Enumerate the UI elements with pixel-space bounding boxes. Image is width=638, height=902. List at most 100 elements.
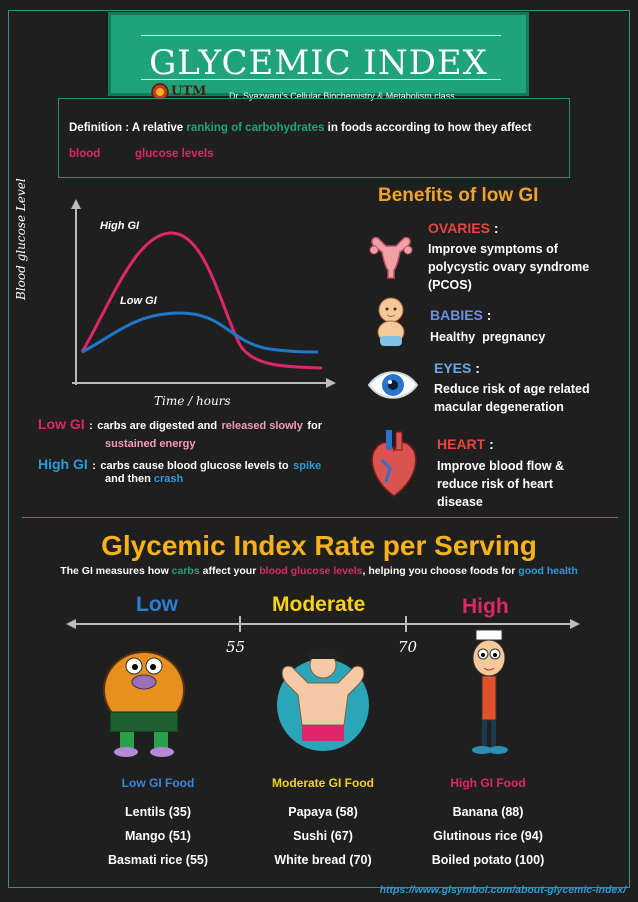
moderate-food-item: Sushi (67) (293, 829, 353, 843)
note-text: and then (105, 473, 151, 485)
eyes-body: Reduce risk of age related macular degen… (434, 380, 590, 416)
moderate-food-item: White bread (70) (274, 853, 372, 867)
definition-part: glucose levels (135, 148, 214, 160)
chubby-character-icon (103, 651, 185, 757)
glucose-curve-graph (71, 199, 336, 388)
high-gi-graph-label: High GI (100, 220, 140, 232)
skinny-character-icon (472, 629, 508, 754)
utm-logo-text: UTM (171, 84, 207, 99)
graph-y-arrow (71, 199, 81, 209)
benefit-colon: : (493, 220, 499, 236)
benefit-colon: : (486, 307, 492, 323)
moderate-gi-food-heading: Moderate GI Food (272, 776, 374, 790)
section-divider (22, 517, 618, 518)
rate-title: Glycemic Index Rate per Serving (101, 530, 537, 561)
high-food-item: Boiled potato (100) (431, 853, 545, 867)
title-rule-bottom (141, 79, 501, 80)
definition-text: Definition : A relative ranking of carbo… (69, 115, 564, 167)
high-gi-food-heading: High GI Food (450, 776, 526, 790)
heart-body: Improve blood flow & reduce risk of hear… (437, 457, 564, 511)
low-gi-note: Low GI : carbs are digested and released… (38, 416, 368, 434)
rate-sub-part: The GI measures how (60, 565, 169, 577)
rate-sub-part: carbs (171, 565, 200, 577)
note-text: for (307, 420, 322, 432)
category-moderate: Moderate (272, 593, 366, 616)
page-frame (8, 10, 630, 888)
note-colon: : (92, 460, 96, 472)
source-link[interactable]: https://www.glsymbol.com/about-glycemic-… (379, 884, 626, 896)
babies-body: Healthy pregnancy (430, 328, 545, 346)
ovaries-body: Improve symptoms of polycystic ovary syn… (428, 240, 589, 294)
rate-sub-part: blood glucose levels (259, 565, 363, 577)
ovaries-heading: OVARIES : (428, 220, 499, 236)
graph-x-arrow (326, 378, 336, 388)
note-colon: : (89, 420, 93, 432)
definition-box: Definition : A relative ranking of carbo… (58, 98, 570, 178)
tick-70-label: 70 (398, 638, 418, 656)
low-gi-note-label: Low GI (38, 416, 85, 432)
heart-icon (371, 430, 417, 497)
high-food-item: Glutinous rice (94) (433, 829, 543, 843)
moderate-food-item: Papaya (58) (288, 805, 358, 819)
uterus-icon (369, 236, 413, 279)
benefit-line: polycystic ovary syndrome (428, 260, 590, 274)
benefit-head-text: BABIES (430, 307, 483, 323)
benefit-line: macular degeneration (434, 400, 564, 414)
high-gi-note: High GI : carbs cause blood glucose leve… (38, 456, 368, 474)
benefit-colon: : (475, 360, 480, 376)
rate-sub-part: affect your (202, 565, 257, 577)
low-food-item: Lentils (35) (125, 805, 191, 819)
title-banner: GLYCEMIC INDEX UTM Dr. Syazwani's Cellul… (108, 12, 529, 101)
eyes-heading: EYES : (434, 360, 480, 376)
muscle-character-icon (277, 649, 369, 751)
note-text-line: and then crash (105, 473, 183, 485)
high-gi-curve (80, 231, 323, 370)
note-text: released slowly (221, 420, 303, 432)
benefit-line: Reduce risk of age related (434, 382, 590, 396)
eye-icon (367, 371, 419, 399)
benefits-title: Benefits of low GI (378, 185, 539, 206)
benefit-colon: : (489, 436, 494, 452)
note-text: spike (293, 460, 322, 472)
subtitle: Dr. Syazwani's Cellular Biochemistry & M… (229, 91, 455, 101)
utm-crest-icon (151, 83, 169, 101)
benefit-line: (PCOS) (428, 278, 472, 292)
graph-y-label: Blood glucose Level (14, 178, 28, 300)
benefit-head-text: HEART (437, 436, 486, 452)
category-low: Low (136, 593, 178, 616)
definition-part: in foods according to how they affect (327, 122, 532, 134)
low-gi-curve (81, 311, 319, 354)
definition-part: A relative (131, 122, 184, 134)
heart-heading: HEART : (437, 436, 494, 452)
low-food-item: Mango (51) (125, 829, 191, 843)
rate-sub-part: , helping you choose foods for (362, 565, 516, 577)
low-food-item: Basmati rice (55) (107, 853, 209, 867)
note-text: sustained energy (105, 438, 196, 450)
graph-x-label: Time / hours (154, 394, 231, 408)
low-gi-graph-label: Low GI (120, 295, 157, 307)
babies-heading: BABIES : (430, 307, 491, 323)
page-title: GLYCEMIC INDEX (149, 43, 488, 83)
definition-part: ranking of carbohydrates (186, 122, 325, 134)
benefit-line: Improve blood flow & (437, 459, 565, 473)
benefit-line: Improve symptoms of (428, 242, 558, 256)
benefit-line: reduce risk of heart (437, 477, 554, 491)
baby-icon (377, 297, 405, 346)
definition-label: Definition : (69, 122, 130, 134)
rate-sub-part: good health (518, 565, 578, 577)
benefit-head-text: OVARIES (428, 220, 490, 236)
rate-subtitle: The GI measures how carbs affect your bl… (0, 565, 638, 577)
note-text: carbs are digested and (97, 420, 218, 432)
definition-part: blood (69, 148, 101, 160)
category-high: High (462, 595, 509, 618)
benefit-line: Healthy pregnancy (430, 330, 546, 344)
benefit-line: disease (437, 495, 483, 509)
high-food-item: Banana (88) (452, 805, 524, 819)
high-gi-note-label: High GI (38, 456, 88, 472)
note-text: carbs cause blood glucose levels to (100, 460, 289, 472)
benefit-head-text: EYES (434, 360, 472, 376)
note-text: crash (153, 473, 184, 485)
title-rule-top (141, 35, 501, 36)
tick-55-label: 55 (226, 638, 246, 656)
low-gi-food-heading: Low GI Food (121, 776, 195, 790)
